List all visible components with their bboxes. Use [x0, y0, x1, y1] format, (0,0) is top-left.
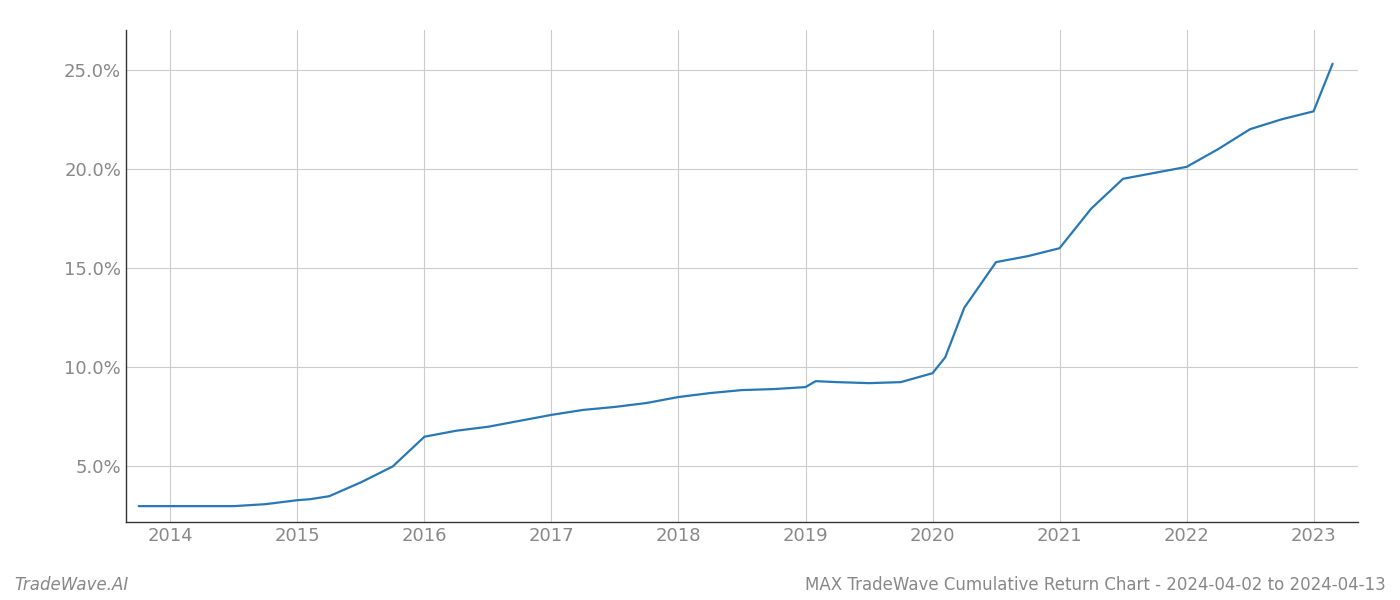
Text: TradeWave.AI: TradeWave.AI [14, 576, 129, 594]
Text: MAX TradeWave Cumulative Return Chart - 2024-04-02 to 2024-04-13: MAX TradeWave Cumulative Return Chart - … [805, 576, 1386, 594]
